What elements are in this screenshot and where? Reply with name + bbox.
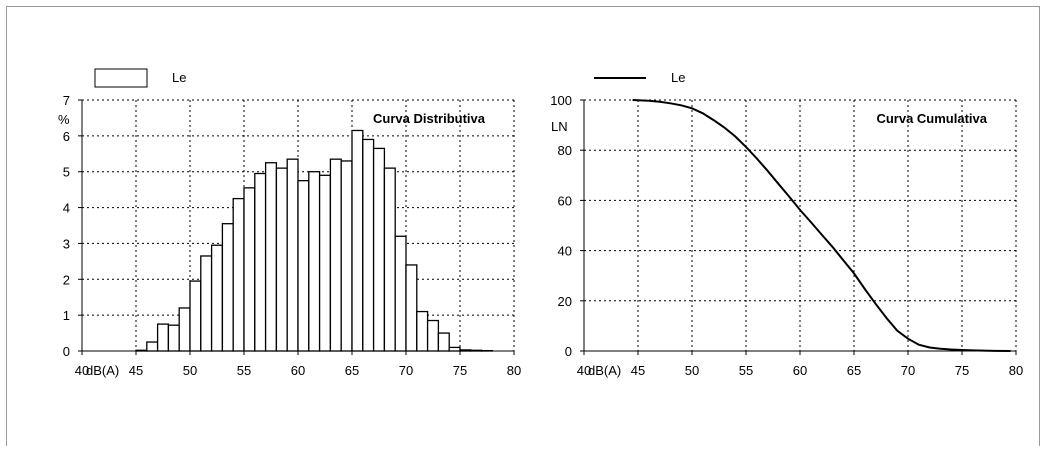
histogram-bar xyxy=(189,280,202,352)
cumulative-series-line xyxy=(632,99,1011,352)
cumulative-legend-label: Le xyxy=(671,70,685,85)
distribution-y-tick-label: 2 xyxy=(63,272,70,287)
histogram-bar xyxy=(405,264,418,352)
histogram-bar xyxy=(329,158,342,352)
histogram-bar xyxy=(351,129,364,352)
histogram-bar xyxy=(264,162,278,352)
chart-frame xyxy=(6,6,1040,446)
distribution-x-tick-label: 65 xyxy=(345,363,359,378)
histogram-bar xyxy=(362,138,375,352)
distribution-y-tick-label: 0 xyxy=(63,344,70,359)
histogram-bar xyxy=(308,171,321,352)
histogram-bar xyxy=(286,158,299,352)
histogram-bar xyxy=(297,180,310,352)
cumulative-y-tick-label: 60 xyxy=(558,193,572,208)
cumulative-x-tick-label: 65 xyxy=(847,363,861,378)
histogram-bar xyxy=(275,167,288,352)
distribution-x-tick-label: 60 xyxy=(291,363,305,378)
histogram-bar xyxy=(394,235,407,352)
distribution-legend: Le xyxy=(94,68,186,88)
cumulative-x-tick-label: 70 xyxy=(901,363,915,378)
cumulative-y-axis-label: LN xyxy=(551,119,568,134)
distribution-x-tick-label: 45 xyxy=(129,363,143,378)
histogram-bar xyxy=(210,244,224,352)
cumulative-x-tick-label: 80 xyxy=(1009,363,1023,378)
histogram-bar xyxy=(221,223,234,352)
distribution-x-tick-label: 80 xyxy=(507,363,521,378)
distribution-x-axis-label: dB(A) xyxy=(86,363,119,378)
cumulative-x-tick-label: 45 xyxy=(631,363,645,378)
histogram-bar xyxy=(254,172,267,352)
cumulative-y-tick-label: 80 xyxy=(558,143,572,158)
distribution-y-tick-label: 1 xyxy=(63,308,70,323)
histogram-bar xyxy=(426,319,440,352)
cumulative-y-tick-label: 20 xyxy=(558,294,572,309)
histogram-bar xyxy=(437,332,450,352)
histogram-bar xyxy=(340,160,353,352)
histogram-bar xyxy=(146,341,159,352)
cumulative-y-tick-label: 40 xyxy=(558,244,572,259)
distribution-y-tick-label: 3 xyxy=(63,236,70,251)
cumulative-x-axis-label: dB(A) xyxy=(588,363,621,378)
distribution-x-tick-label: 75 xyxy=(453,363,467,378)
distribution-y-axis-label: % xyxy=(58,112,70,127)
distribution-y-tick-label: 4 xyxy=(63,201,70,216)
cumulative-chart-title: Curva Cumulativa xyxy=(876,111,987,126)
cumulative-y-ticks: 0 20 40 60 80 100 xyxy=(550,93,584,359)
cumulative-x-tick-label: 75 xyxy=(955,363,969,378)
histogram-bar xyxy=(372,147,386,352)
legend-swatch-box xyxy=(94,68,148,88)
histogram-bar xyxy=(178,307,191,352)
cumulative-y-tick-label: 0 xyxy=(565,344,572,359)
distribution-x-tick-label: 70 xyxy=(399,363,413,378)
distribution-x-ticks: 40 45 50 55 60 65 70 75 80 xyxy=(75,351,521,378)
histogram-bar xyxy=(383,167,396,352)
distribution-x-tick-label: 40 xyxy=(75,363,89,378)
histogram-bar xyxy=(232,197,245,352)
cumulative-x-ticks: 40 45 50 55 60 65 70 75 80 xyxy=(577,351,1023,378)
cumulative-x-tick-label: 55 xyxy=(739,363,753,378)
distribution-y-tick-label: 5 xyxy=(63,165,70,180)
distribution-y-ticks: 0 1 2 3 4 5 6 7 xyxy=(63,93,82,359)
cumulative-x-tick-label: 60 xyxy=(793,363,807,378)
histogram-bar xyxy=(156,323,170,352)
cumulative-chart: 40 45 50 55 60 65 70 75 80 0 20 40 60 80 100 dB(A) LN… xyxy=(550,70,1023,378)
histogram-bar xyxy=(243,187,256,352)
cumulative-legend: Le xyxy=(594,70,685,85)
distribution-legend-label: Le xyxy=(172,70,186,85)
distribution-x-tick-label: 50 xyxy=(183,363,197,378)
cumulative-x-tick-label: 50 xyxy=(685,363,699,378)
histogram-bar xyxy=(318,174,332,352)
cumulative-y-tick-label: 100 xyxy=(550,93,572,108)
histogram-bar xyxy=(167,324,180,352)
histogram-bar xyxy=(200,255,213,352)
distribution-chart-title: Curva Distributiva xyxy=(373,111,486,126)
distribution-bars xyxy=(135,129,494,352)
histogram-bar xyxy=(448,346,461,352)
distribution-x-tick-label: 55 xyxy=(237,363,251,378)
histogram-bar xyxy=(416,310,429,352)
distribution-y-tick-label: 6 xyxy=(63,129,70,144)
cumulative-x-tick-label: 40 xyxy=(577,363,591,378)
distribution-y-tick-label: 7 xyxy=(63,93,70,108)
cumulative-gridlines xyxy=(584,99,1017,351)
